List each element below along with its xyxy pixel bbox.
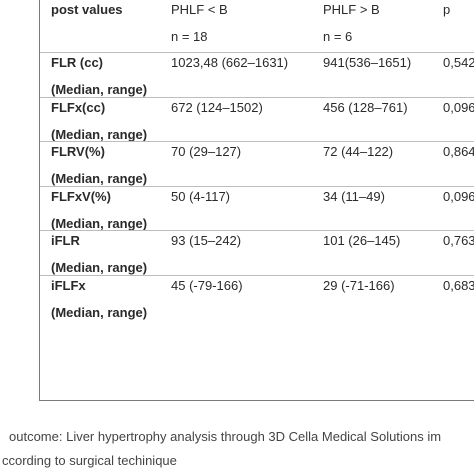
header-n-6: n = 6: [323, 29, 353, 44]
table-row: FLFxV(%) (Median, range) 50 (4-117) 34 (…: [40, 185, 474, 231]
value-phlf-lt-b: 1023,48 (662–1631): [171, 55, 289, 70]
header-n-18: n = 18: [171, 29, 208, 44]
value-phlf-gt-b: 941(536–1651): [323, 55, 412, 70]
value-phlf-lt-b: 50 (4-117): [171, 188, 231, 204]
value-phlf-gt-b: 34 (11–49): [323, 188, 385, 204]
row-sublabel: (Median, range): [51, 260, 148, 275]
table-row: FLRV(%) (Median, range) 70 (29–127) 72 (…: [40, 141, 474, 186]
header-post-values: post values: [51, 2, 123, 17]
value-p: 0,683: [443, 277, 474, 293]
header-phlf-lt-b: PHLF < B: [171, 2, 228, 17]
caption-line-1: outcome: Liver hypertrophy analysis thro…: [9, 429, 442, 444]
row-label: FLRV(%): [51, 144, 105, 159]
value-phlf-lt-b: 70 (29–127): [171, 144, 242, 159]
value-phlf-lt-b: 93 (15–242): [171, 233, 242, 248]
value-p: 0,542: [443, 55, 474, 70]
table-row: iFLR (Median, range) 93 (15–242) 101 (26…: [40, 230, 474, 275]
row-sublabel: (Median, range): [51, 82, 148, 97]
results-table: post values PHLF < B n = 18 PHLF > B n =…: [39, 0, 474, 401]
value-p: 0,096: [443, 99, 474, 115]
row-sublabel: (Median, range): [51, 171, 148, 186]
value-phlf-gt-b: 101 (26–145): [323, 233, 401, 248]
header-p: p: [443, 2, 451, 17]
row-label: FLR (cc): [51, 55, 103, 70]
value-p: 0,763: [443, 233, 474, 248]
row-label: FLFx(cc): [51, 99, 106, 115]
value-phlf-gt-b: 456 (128–761): [323, 99, 408, 115]
row-label: FLFxV(%): [51, 188, 111, 204]
value-phlf-gt-b: 72 (44–122): [323, 144, 394, 159]
value-p: 0,864: [443, 144, 474, 159]
header-phlf-gt-b: PHLF > B: [323, 2, 380, 17]
table-row: FLR (cc) (Median, range) 1023,48 (662–16…: [40, 52, 474, 97]
value-phlf-gt-b: 29 (-71-166): [323, 277, 395, 293]
table-row: iFLFx (Median, range) 45 (-79-166) 29 (-…: [40, 274, 474, 320]
row-sublabel: (Median, range): [51, 215, 148, 231]
table-caption: outcome: Liver hypertrophy analysis thro…: [0, 425, 441, 473]
row-label: iFLFx: [51, 277, 86, 293]
value-phlf-lt-b: 672 (124–1502): [171, 99, 263, 115]
caption-line-2: ccording to surgical techinique: [2, 453, 177, 468]
value-phlf-lt-b: 45 (-79-166): [171, 277, 243, 293]
table-header-row: post values PHLF < B n = 18 PHLF > B n =…: [40, 0, 474, 52]
row-sublabel: (Median, range): [51, 304, 148, 320]
row-sublabel: (Median, range): [51, 126, 148, 142]
value-p: 0,096: [443, 188, 474, 204]
table-row: FLFx(cc) (Median, range) 672 (124–1502) …: [40, 96, 474, 142]
row-label: iFLR: [51, 233, 80, 248]
